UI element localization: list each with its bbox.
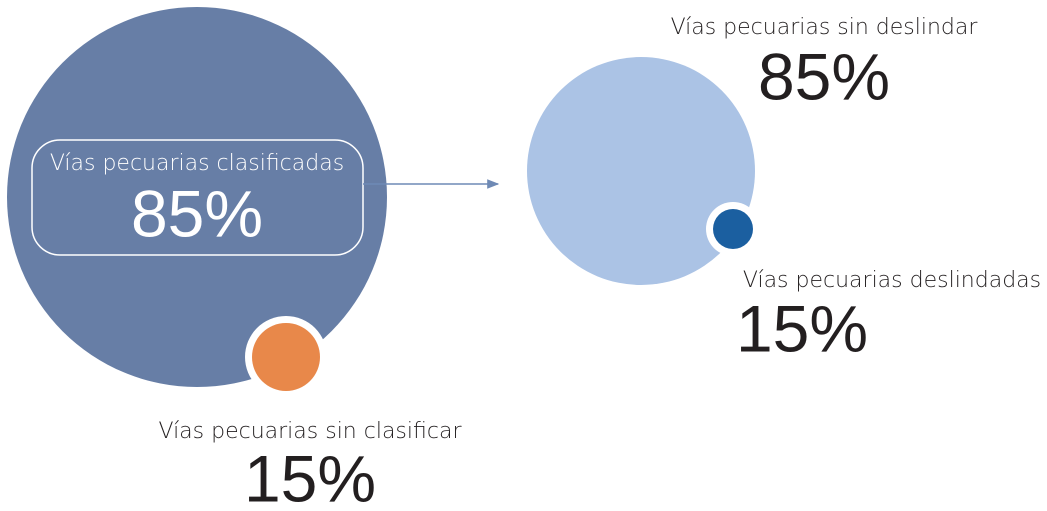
label: Vías pecuarias sin deslindar xyxy=(671,15,979,40)
percentage: 15% xyxy=(736,291,868,365)
label: Vías pecuarias sin clasificar xyxy=(159,419,463,444)
label-box xyxy=(31,139,364,256)
label: Vías pecuarias clasificadas xyxy=(50,151,344,176)
percentage: 85% xyxy=(131,176,263,250)
delimited-circle xyxy=(713,209,753,249)
undelimited-circle xyxy=(527,57,755,285)
percentage: 85% xyxy=(758,39,890,113)
label: Vías pecuarias deslindadas xyxy=(743,268,1041,293)
classified-circle xyxy=(7,7,387,387)
percentage: 15% xyxy=(244,441,376,511)
unclassified-circle xyxy=(252,323,320,391)
